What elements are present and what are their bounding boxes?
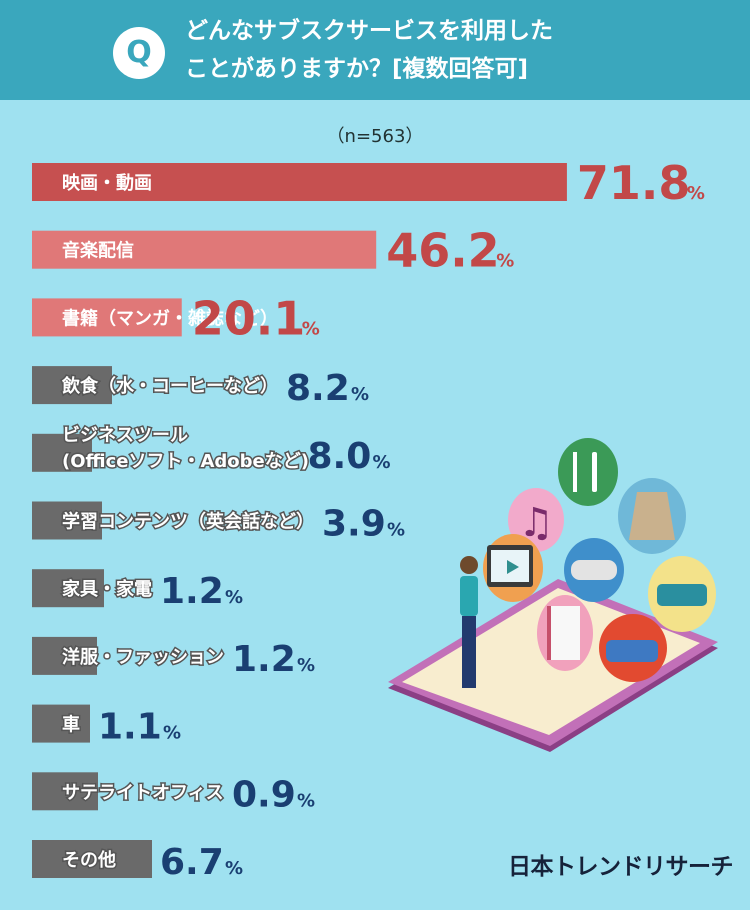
percent-sign: % [302, 318, 320, 339]
question-line-2: ことがありますか？[複数回答可] [185, 56, 529, 82]
bar-label: サテライトオフィス [62, 782, 224, 803]
bar [32, 569, 104, 608]
percent-sign: % [163, 723, 181, 744]
book-icon [537, 595, 593, 671]
value-label: 8.2 [286, 368, 350, 409]
percent-sign: % [687, 183, 705, 204]
bar-label: 飲食（水・コーヒーなど） [61, 375, 278, 397]
cutlery-icon [558, 438, 618, 506]
percent-sign: % [373, 452, 391, 473]
bar [32, 163, 567, 201]
percent-sign: % [297, 790, 315, 811]
bar-label: 家具・家電 [62, 578, 152, 600]
percent-sign: % [297, 655, 315, 676]
video-player-icon [483, 534, 543, 602]
woman-figure-icon [460, 556, 478, 688]
game-controller-icon [564, 538, 624, 602]
bar-label: 書籍（マンガ・雑誌など） [62, 307, 278, 329]
bar-label: ビジネスツール(Officeソフト・Adobeなど) [62, 425, 309, 472]
car-icon [599, 614, 667, 682]
bar [32, 433, 92, 472]
value-label: 1.1 [98, 707, 162, 748]
bar [32, 230, 377, 269]
bar-label: 洋服・ファッション [62, 646, 224, 668]
percent-sign: % [225, 587, 243, 608]
brand-logo: 日本トレンドリサーチ [508, 854, 734, 880]
value-label: 3.9 [322, 504, 386, 545]
bar-label: 映画・動画 [62, 172, 152, 194]
sofa-icon [648, 556, 716, 632]
value-label: 0.9 [232, 774, 296, 815]
bar-label: 音楽配信 [62, 240, 134, 262]
bar-label: その他 [62, 849, 116, 871]
value-label: 71.8 [577, 156, 691, 210]
question-text: どんなサブスクサービスを利用した ことがありますか？[複数回答可] [185, 12, 705, 88]
bar [32, 366, 112, 405]
sample-size-label: （n=563） [326, 126, 424, 147]
bar [32, 298, 182, 337]
value-label: 1.2 [232, 639, 296, 680]
bar [32, 636, 97, 675]
bar-label: 車 [62, 714, 80, 736]
q-badge: Q [113, 27, 165, 79]
percent-sign: % [351, 384, 369, 405]
percent-sign: % [225, 858, 243, 879]
bar-label: 学習コンテンツ（英会話など） [62, 511, 314, 533]
percent-sign: % [496, 251, 514, 272]
value-label: 20.1 [192, 291, 306, 345]
bar [32, 840, 152, 878]
value-label: 46.2 [386, 224, 500, 278]
value-label: 8.0 [308, 436, 372, 477]
question-line-1: どんなサブスクサービスを利用した [185, 18, 553, 44]
value-label: 6.7 [160, 842, 224, 883]
coat-icon [618, 478, 686, 554]
value-label: 1.2 [160, 571, 224, 612]
bar [32, 772, 98, 811]
question-header: Q どんなサブスクサービスを利用した ことがありますか？[複数回答可] [0, 0, 750, 100]
bar [32, 501, 102, 540]
bar [32, 704, 90, 743]
percent-sign: % [387, 520, 405, 541]
